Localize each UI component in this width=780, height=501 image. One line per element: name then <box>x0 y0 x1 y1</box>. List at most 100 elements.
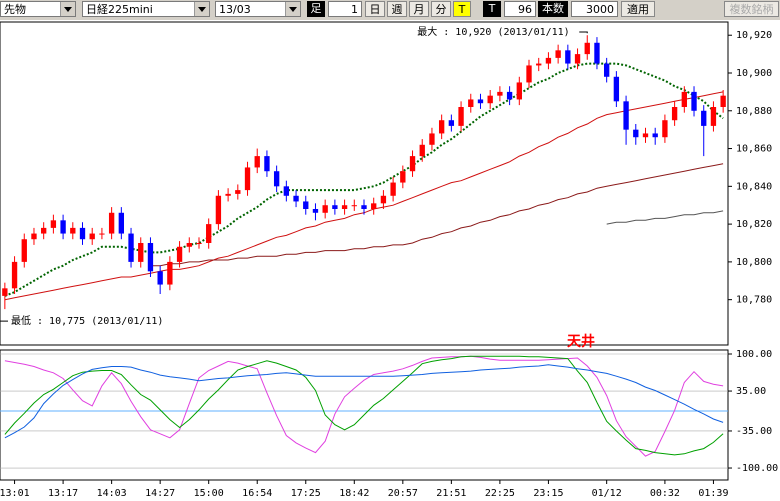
month-button[interactable]: 月 <box>409 1 429 17</box>
candle-body <box>118 212 125 234</box>
candle-body <box>60 220 66 234</box>
candle-body <box>419 144 425 157</box>
multi-symbol-button[interactable]: 複数銘柄 <box>724 1 779 17</box>
candle-body <box>516 82 522 100</box>
label: 本数 <box>538 1 568 17</box>
contract-select[interactable]: 13/03 <box>215 1 301 17</box>
y-tick-label: 10,900 <box>736 68 772 79</box>
candle-body <box>341 205 348 209</box>
minute-button[interactable]: 分 <box>431 1 451 17</box>
y-tick-label: 35.00 <box>736 386 766 397</box>
candle-body <box>79 227 86 240</box>
candle-body <box>594 42 600 64</box>
candle-body <box>603 63 610 77</box>
candle-body <box>477 99 484 104</box>
x-tick-label: 13:17 <box>48 488 78 499</box>
candle-body <box>108 212 115 234</box>
candle-body <box>555 50 561 58</box>
apply-button[interactable]: 適用 <box>621 1 655 17</box>
candle-body <box>506 91 513 100</box>
candle-body <box>574 54 581 64</box>
candle-body <box>157 271 163 285</box>
plot-frame <box>0 349 729 481</box>
candle-body <box>497 91 503 96</box>
candle-body <box>652 133 658 138</box>
candle-body <box>701 110 707 126</box>
y-tick-label: 10,820 <box>736 219 772 230</box>
period-input[interactable]: 1 <box>328 1 362 17</box>
week-button[interactable]: 週 <box>387 1 407 17</box>
y-tick-label: -35.00 <box>736 426 772 437</box>
candle-body <box>691 91 697 111</box>
candle-body <box>273 171 280 187</box>
dropdown-arrow <box>285 2 300 16</box>
candle-body <box>196 243 202 244</box>
annotation: 天井 <box>567 333 595 350</box>
candle-body <box>468 99 474 107</box>
x-tick-label: 14:27 <box>145 488 175 499</box>
candle-body <box>332 205 338 209</box>
y-tick-label: 100.00 <box>736 349 772 360</box>
candle-body <box>448 120 455 126</box>
x-tick-label: 16:54 <box>242 488 272 499</box>
market-select[interactable]: 先物 <box>0 1 76 17</box>
candle-body <box>128 233 134 262</box>
candle-body <box>536 63 542 66</box>
annotation-arrow <box>579 31 588 34</box>
day-button[interactable]: 日 <box>365 1 385 17</box>
plot-frame <box>0 21 729 346</box>
symbol-select[interactable]: 日経225mini <box>82 1 210 17</box>
candle-body <box>351 205 357 207</box>
x-tick-label: 20:57 <box>388 488 418 499</box>
line-series <box>4 355 724 456</box>
y-tick-label: 10,840 <box>736 181 772 192</box>
dropdown-arrow <box>60 2 75 16</box>
line-series <box>4 62 724 297</box>
tick-input[interactable]: 96 <box>504 1 536 17</box>
candle-body <box>400 171 406 183</box>
candle-body <box>681 91 687 107</box>
candle-body <box>409 156 416 172</box>
annotation: 最大 : 10,920 (2013/01/11) <box>417 25 569 38</box>
candle-body <box>361 205 367 209</box>
candle-body <box>429 133 435 145</box>
x-tick-label: 14:03 <box>97 488 127 499</box>
line-series <box>4 355 724 457</box>
candle-body <box>710 107 717 126</box>
count-input[interactable]: 3000 <box>571 1 618 17</box>
x-tick-label: 22:25 <box>485 488 515 499</box>
candle-body <box>438 120 445 134</box>
line-series <box>606 210 724 225</box>
tick-button[interactable]: T <box>453 1 471 17</box>
x-tick-label: 23:15 <box>533 488 563 499</box>
candle-body <box>235 190 241 194</box>
candle-body <box>565 50 571 64</box>
candle-body <box>371 203 377 209</box>
candle-body <box>41 227 47 234</box>
candle-body <box>380 195 387 204</box>
candle-body <box>613 76 620 102</box>
candle-body <box>633 129 639 138</box>
candle-body <box>99 233 105 235</box>
x-tick-label: 00:32 <box>650 488 680 499</box>
candle-body <box>50 220 57 228</box>
candle-body <box>138 243 144 262</box>
candle-body <box>89 233 95 240</box>
candle-body <box>2 288 8 296</box>
line-series <box>150 163 724 267</box>
candle-body <box>244 167 251 191</box>
candle-body <box>21 239 27 262</box>
candle-body <box>206 224 212 243</box>
candle-body <box>176 246 183 262</box>
candle-body <box>720 95 726 107</box>
dropdown-arrow <box>194 2 209 16</box>
candle-body <box>662 120 668 138</box>
x-tick-label: 15:00 <box>194 488 224 499</box>
candle-body <box>584 42 590 55</box>
candle-body <box>303 201 309 209</box>
select-value: 13/03 <box>219 3 251 16</box>
candle-body <box>254 156 260 168</box>
annotation: 最低 : 10,775 (2013/01/11) <box>11 314 163 327</box>
x-tick-label: 01:39 <box>698 488 728 499</box>
